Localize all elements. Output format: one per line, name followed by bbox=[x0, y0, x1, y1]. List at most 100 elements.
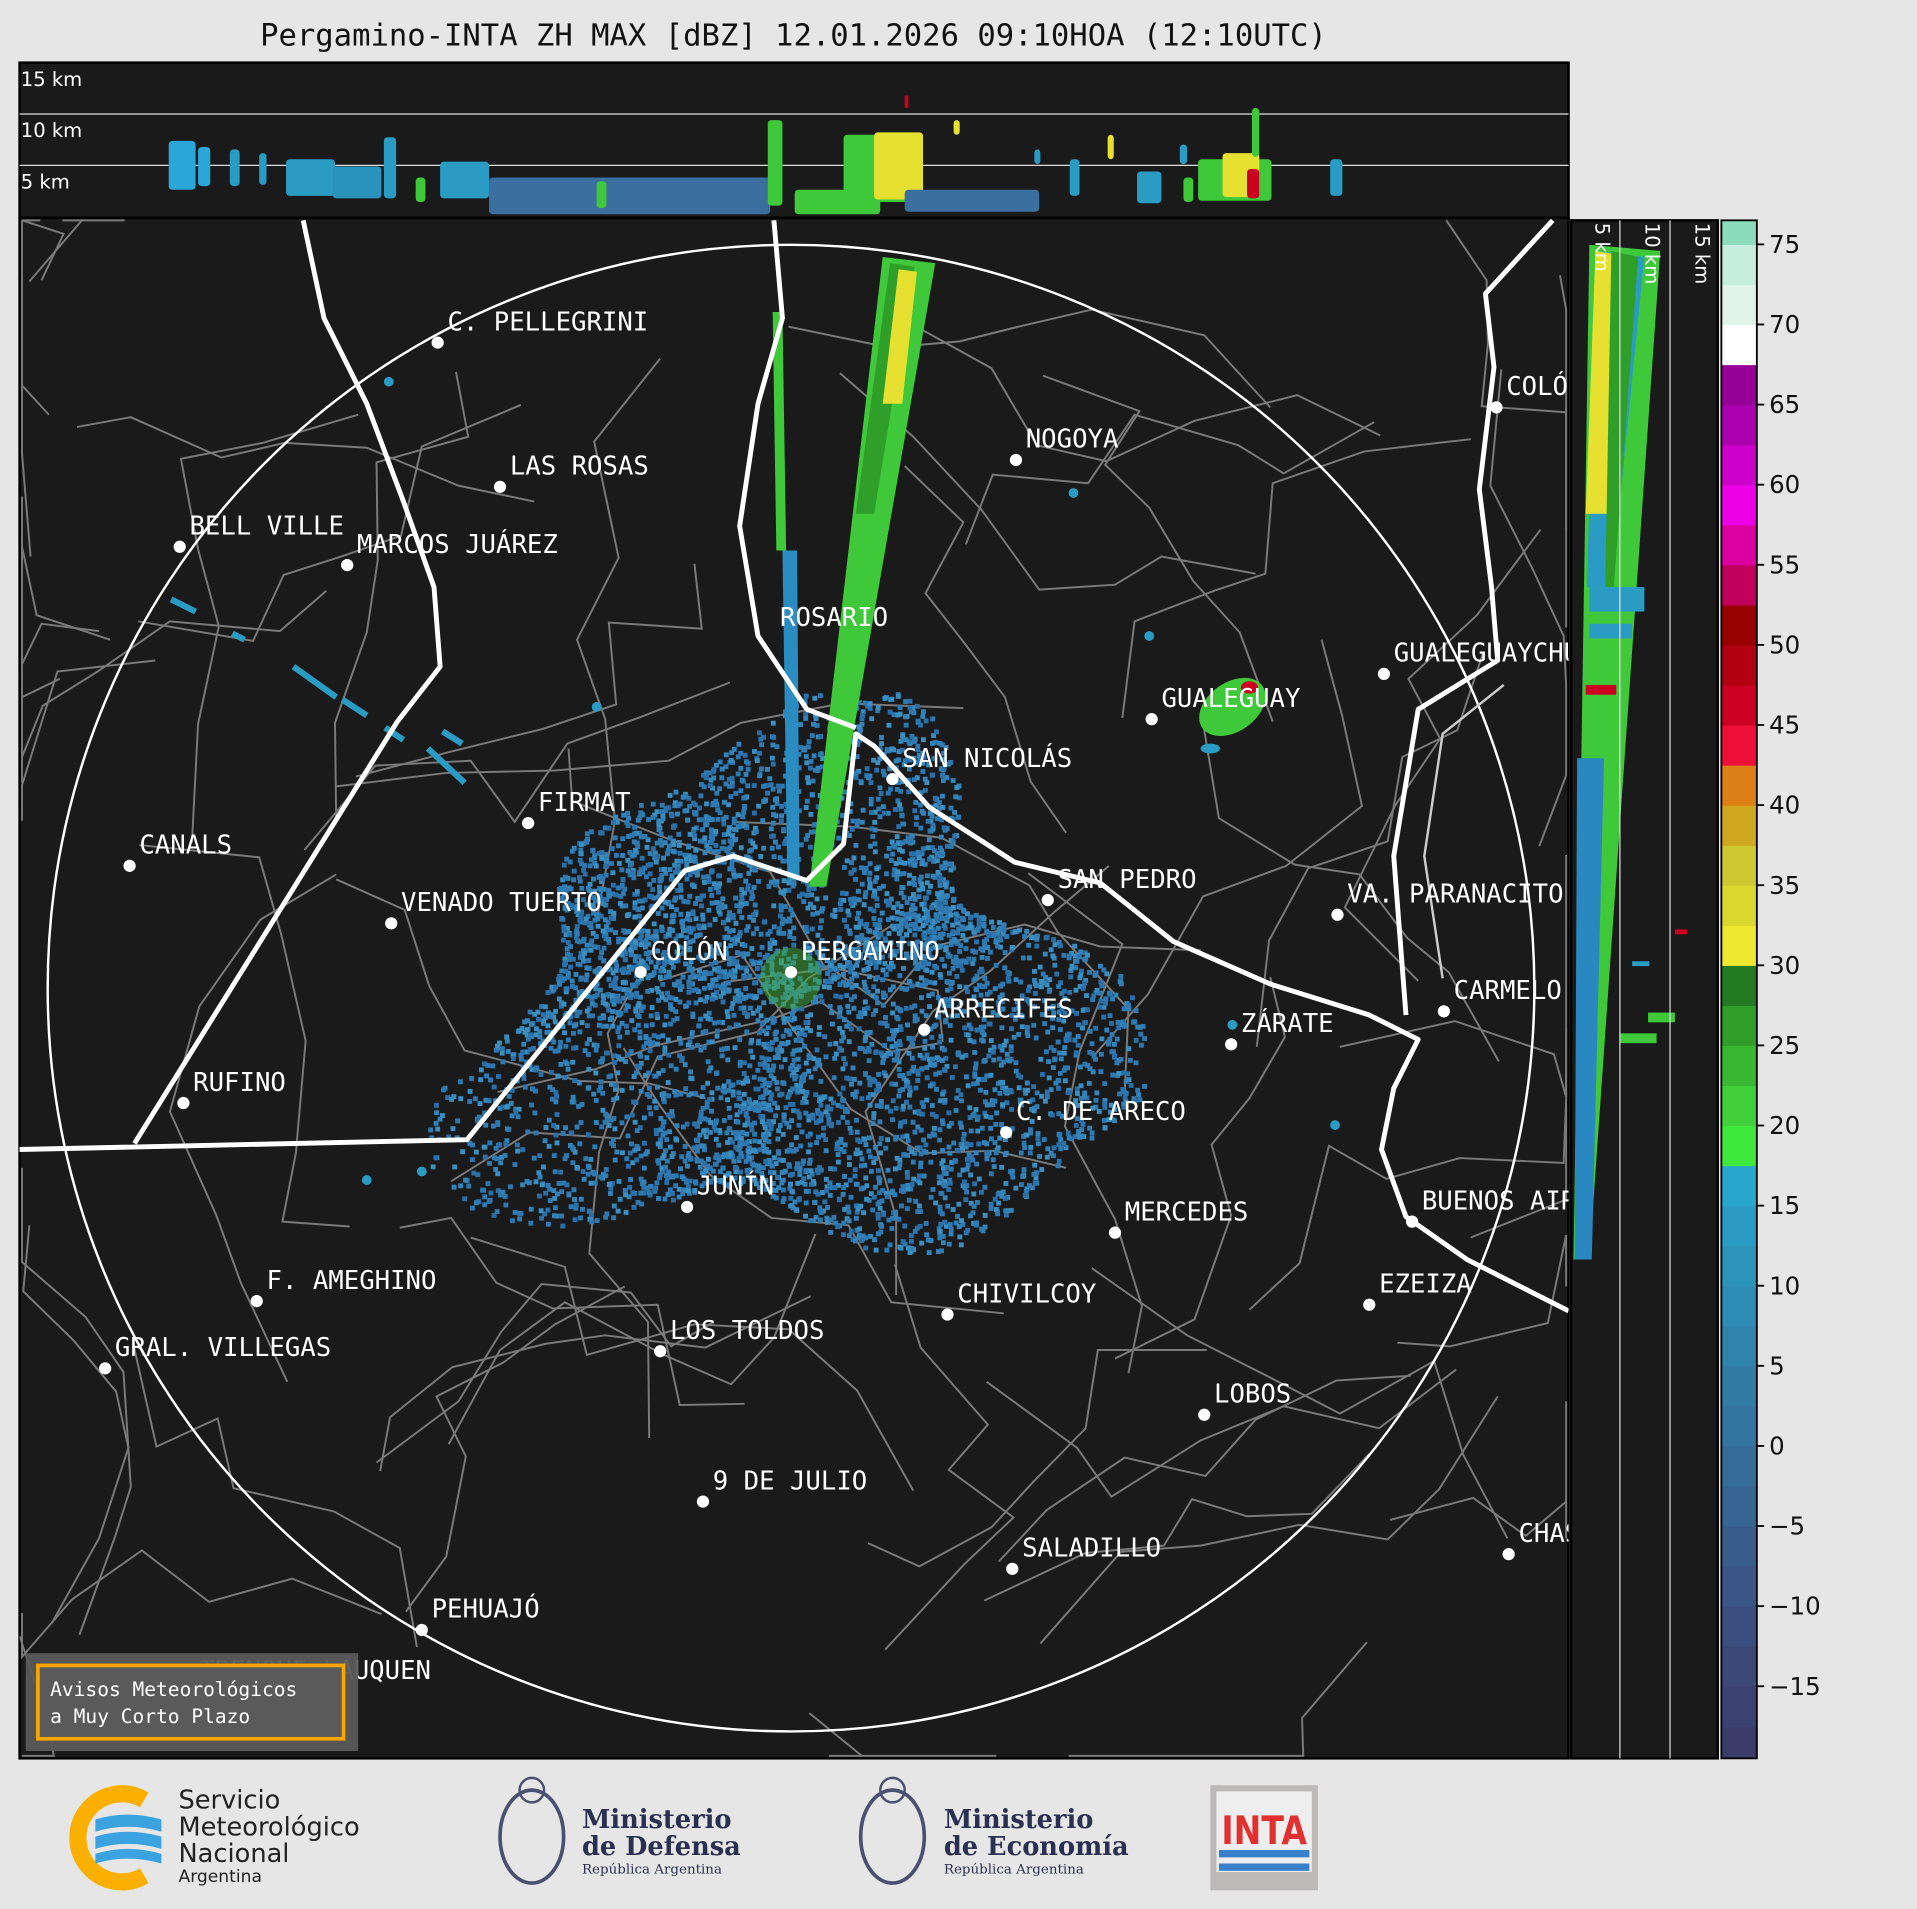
colorbar-band bbox=[1721, 1726, 1757, 1759]
city-marker bbox=[918, 1023, 931, 1036]
department-boundaries bbox=[19, 219, 1568, 1757]
city-marker bbox=[1145, 713, 1158, 726]
colorbar-tick-label: 50 bbox=[1769, 630, 1800, 659]
city-marker bbox=[415, 1623, 428, 1637]
city-label: CHIVILCOY bbox=[957, 1279, 1096, 1309]
department-line bbox=[1397, 1234, 1568, 1348]
department-line bbox=[986, 1368, 1457, 1499]
coat-of-arms-icon bbox=[858, 1788, 927, 1885]
city-label: JUNÍN bbox=[697, 1170, 774, 1202]
colorbar-band bbox=[1721, 244, 1757, 286]
department-line bbox=[1389, 1401, 1568, 1539]
department-line bbox=[884, 1264, 1016, 1651]
colorbar-band bbox=[1721, 1646, 1757, 1687]
department-line bbox=[21, 1549, 382, 1660]
department-line bbox=[1343, 529, 1542, 982]
department-line bbox=[1248, 1099, 1568, 1311]
department-line bbox=[334, 371, 470, 824]
city-marker bbox=[1198, 1408, 1211, 1421]
city-label: BUENOS AIRES bbox=[1422, 1186, 1607, 1216]
city-label: LOS TOLDOS bbox=[670, 1316, 824, 1346]
city-label: VENADO TUERTO bbox=[401, 888, 602, 918]
city-marker bbox=[1377, 667, 1391, 681]
border-line bbox=[737, 220, 857, 731]
city-label: CHASCOMÚS bbox=[1518, 1517, 1657, 1549]
defensa-text-3: República Argentina bbox=[582, 1862, 722, 1877]
city-label: BELL VILLE bbox=[189, 512, 343, 542]
colorbar-band bbox=[1721, 885, 1757, 926]
city-marker bbox=[250, 1294, 263, 1308]
colorbar-tick-label: 30 bbox=[1769, 951, 1800, 980]
city-marker bbox=[431, 336, 444, 349]
city-label: SAN NICOLÁS bbox=[902, 742, 1072, 774]
department-line bbox=[1559, 275, 1568, 628]
smn-text-1: Servicio bbox=[178, 1785, 280, 1815]
department-line bbox=[1202, 722, 1500, 1062]
colorbar-tick-label: 60 bbox=[1769, 470, 1800, 499]
colorbar-tick-label: −10 bbox=[1769, 1592, 1821, 1621]
colorbar-band bbox=[1721, 364, 1757, 406]
colorbar-tick-label: 55 bbox=[1769, 550, 1800, 579]
colorbar-tick-label: 45 bbox=[1769, 711, 1800, 740]
city-marker bbox=[696, 1495, 710, 1508]
inta-text: INTA bbox=[1221, 1809, 1307, 1854]
department-line bbox=[1470, 854, 1568, 1239]
department-line bbox=[379, 1295, 811, 1472]
right-label-5km: 5 km bbox=[1590, 223, 1613, 272]
colorbar: −15 −10 −5 0 5 10 15 20 25 30 35 40 45 50 55 60 65 70 75 bbox=[1720, 219, 1821, 1760]
department-line bbox=[28, 219, 125, 283]
city-label: RUFINO bbox=[193, 1068, 286, 1098]
warning-box[interactable]: Avisos Meteorológicos a Muy Corto Plazo bbox=[25, 1653, 359, 1752]
department-line bbox=[911, 323, 1381, 463]
figure-title: Pergamino-INTA ZH MAX [dBZ] 12.01.2026 0… bbox=[260, 19, 1327, 54]
city-marker bbox=[1225, 1038, 1238, 1051]
department-line bbox=[399, 1216, 745, 1407]
colorbar-band bbox=[1721, 1325, 1757, 1367]
city-label: ROSARIO bbox=[780, 603, 888, 633]
smn-c-icon bbox=[69, 1785, 149, 1891]
colorbar-band bbox=[1721, 765, 1757, 806]
city-marker bbox=[1437, 1005, 1450, 1018]
city-label: C. DE ARECO bbox=[1016, 1097, 1186, 1127]
colorbar-band bbox=[1721, 444, 1757, 486]
department-line bbox=[179, 413, 359, 843]
city-marker bbox=[680, 1200, 694, 1214]
colorbar-band bbox=[1721, 324, 1757, 366]
colorbar-tick-label: 10 bbox=[1769, 1271, 1800, 1300]
city-labels: C. PELLEGRINI LAS ROSAS BELL VILLE MARCOS J… bbox=[99, 307, 1657, 1686]
department-line bbox=[1039, 1395, 1499, 1645]
city-marker bbox=[1405, 1215, 1419, 1228]
right-height-panel: 5 km 10 km 15 km bbox=[1569, 219, 1719, 1760]
colorbar-band bbox=[1721, 1045, 1757, 1087]
department-line bbox=[132, 1343, 418, 1648]
colorbar-band bbox=[1721, 1405, 1757, 1447]
colorbar-band bbox=[1721, 404, 1757, 446]
department-line bbox=[808, 1712, 997, 1757]
right-label-10km: 10 km bbox=[1641, 223, 1664, 284]
city-label: LOBOS bbox=[1214, 1380, 1291, 1410]
radar-map[interactable]: C. PELLEGRINI LAS ROSAS BELL VILLE MARCOS J… bbox=[18, 216, 1658, 1760]
city-label: PERGAMINO bbox=[801, 937, 940, 967]
smn-text-2: Meteorológico bbox=[178, 1812, 359, 1842]
city-marker bbox=[341, 558, 354, 572]
city-marker bbox=[634, 966, 647, 979]
city-label: GUALEGUAYCHÚ bbox=[1394, 637, 1579, 669]
colorbar-frame bbox=[1720, 219, 1758, 1760]
colorbar-band bbox=[1721, 1566, 1757, 1607]
colorbar-band bbox=[1721, 1526, 1757, 1567]
department-line bbox=[1027, 872, 1143, 1374]
border-line bbox=[132, 219, 443, 1145]
warning-line-2: a Muy Corto Plazo bbox=[50, 1705, 250, 1728]
department-line bbox=[1092, 639, 1364, 1058]
city-label: EZEIZA bbox=[1379, 1270, 1472, 1300]
city-label: SAN PEDRO bbox=[1058, 865, 1197, 895]
department-line bbox=[405, 1285, 626, 1613]
colorbar-band bbox=[1721, 724, 1757, 766]
colorbar-band bbox=[1721, 1485, 1757, 1527]
city-marker bbox=[1108, 1226, 1122, 1239]
colorbar-band bbox=[1721, 845, 1757, 886]
department-line bbox=[1255, 652, 1484, 1047]
colorbar-band bbox=[1721, 925, 1757, 966]
smn-text-4: Argentina bbox=[178, 1867, 261, 1887]
